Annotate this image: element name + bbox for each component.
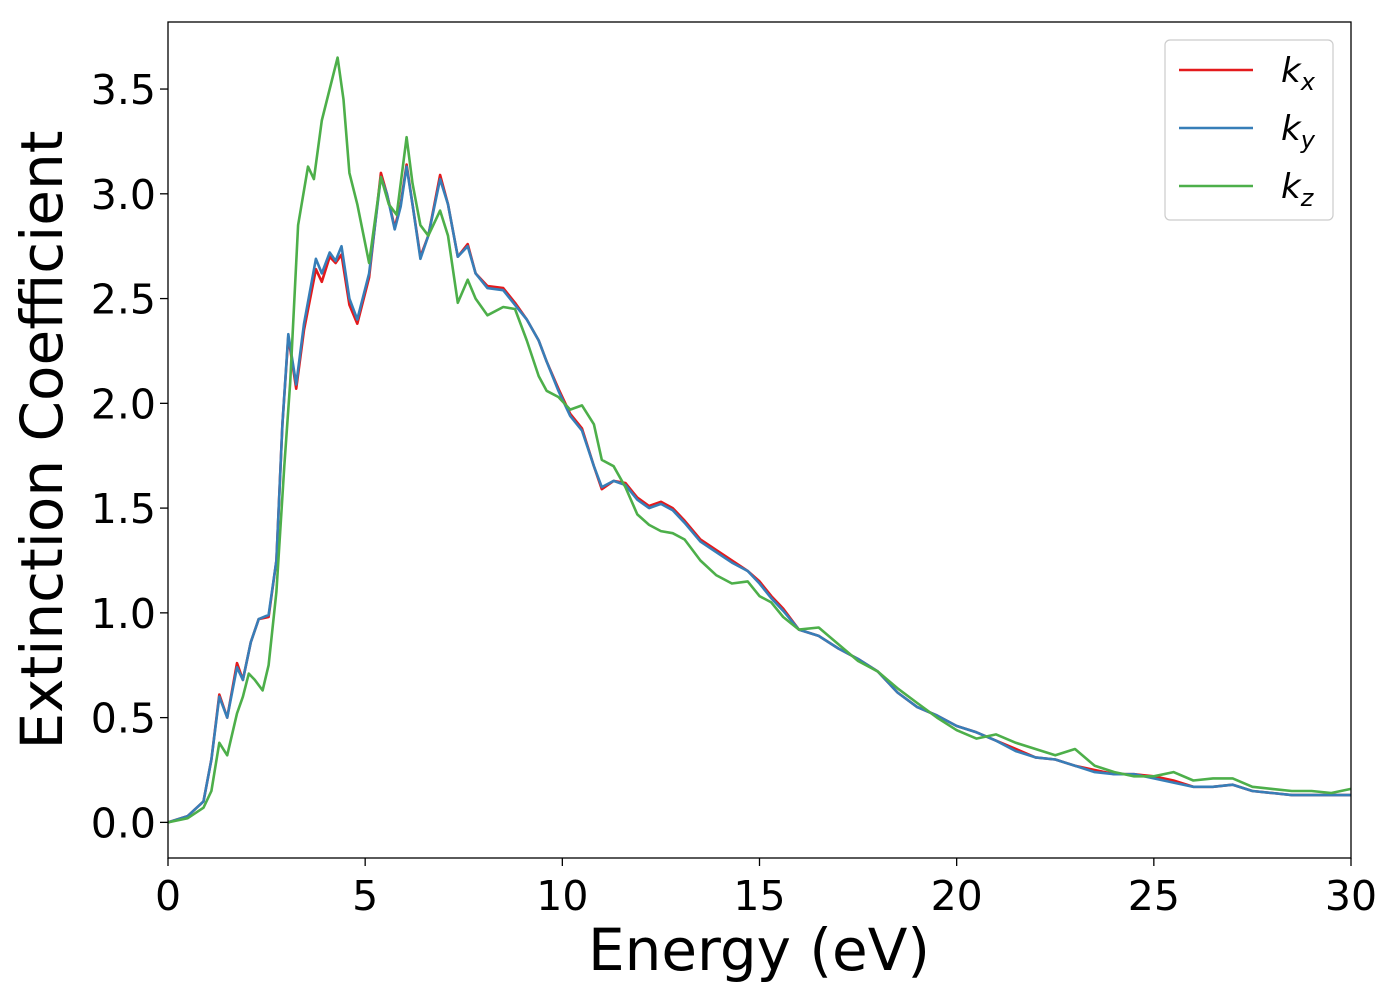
legend-label-k_y: ky [1281, 109, 1316, 154]
series-line-k_y [167, 165, 1351, 824]
y-tick-label: 3.5 [91, 66, 156, 114]
y-tick-label: 1.0 [91, 590, 156, 638]
x-tick-label: 20 [931, 872, 983, 920]
x-tick-label: 5 [352, 872, 378, 920]
y-tick-label: 3.0 [91, 171, 156, 219]
series-layer [167, 56, 1352, 824]
legend: kx ky kz [1164, 39, 1334, 221]
series-line-k_x [167, 163, 1351, 824]
y-axis-label: Extinction Coefficient [8, 131, 76, 750]
legend-label-k_z: kz [1281, 167, 1315, 212]
x-tick-label: 15 [733, 872, 785, 920]
x-axis-ticks: 0 5 10 15 20 25 30 [155, 858, 1377, 920]
y-tick-label: 0.5 [91, 695, 156, 743]
legend-label-k_x: kx [1281, 51, 1316, 96]
x-tick-label: 30 [1325, 872, 1377, 920]
y-tick-label: 2.0 [91, 380, 156, 428]
y-axis-ticks: 0.0 0.5 1.0 1.5 2.0 2.5 3.0 3.5 [91, 66, 168, 847]
x-axis-label: Energy (eV) [588, 916, 930, 984]
y-tick-label: 1.5 [91, 485, 156, 533]
x-tick-label: 25 [1128, 872, 1180, 920]
y-tick-label: 0.0 [91, 799, 156, 847]
x-tick-label: 10 [536, 872, 588, 920]
y-tick-label: 2.5 [91, 276, 156, 324]
series-line-k_z [167, 56, 1352, 824]
legend-box [1164, 39, 1334, 221]
x-tick-label: 0 [155, 872, 181, 920]
